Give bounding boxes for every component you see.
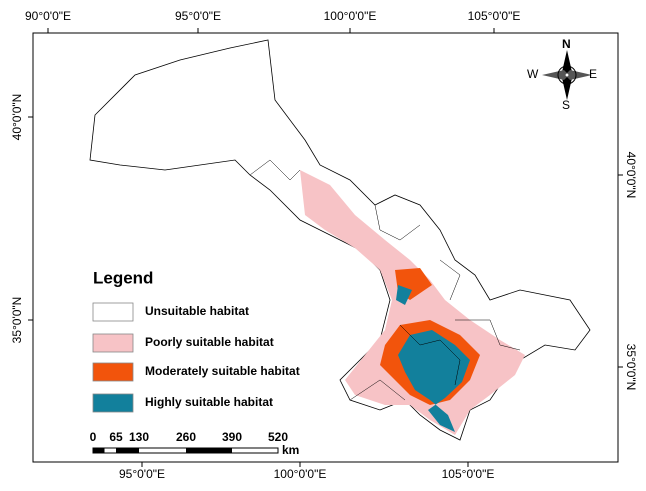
scale-label: 520 [268, 430, 288, 444]
frame-ticks [28, 28, 623, 467]
top-label: 95°0'0"E [175, 9, 221, 23]
legend-title: Legend [93, 268, 153, 287]
bottom-label: 105°0'0"E [442, 467, 495, 481]
bottom-label: 95°0'0"E [119, 467, 165, 481]
right-label: 35°0'0"N [624, 344, 638, 391]
top-label: 90°0'0"E [25, 9, 71, 23]
compass [542, 50, 592, 100]
top-label: 105°0'0"E [468, 9, 521, 23]
compass-s: S [562, 98, 570, 112]
left-label: 40°0'0"N [10, 94, 24, 141]
right-label: 40°0'0"N [624, 152, 638, 199]
compass-w: W [527, 67, 539, 81]
scale-label: 260 [176, 430, 196, 444]
compass-e: E [589, 67, 597, 81]
district-borders [249, 159, 521, 401]
top-label: 100°0'0"E [324, 9, 377, 23]
legend-label: Moderately suitable habitat [145, 364, 300, 378]
scale-label: 390 [222, 430, 242, 444]
scale-label: 0 [90, 430, 97, 444]
map-frame [32, 32, 619, 463]
bottom-label: 100°0'0"E [274, 467, 327, 481]
high-habitat [396, 285, 470, 432]
scale-label: 130 [129, 430, 149, 444]
legend-swatch [92, 362, 134, 382]
legend-swatch [92, 302, 134, 322]
scale-labels: 0 65 130 260 390 520 [90, 430, 289, 444]
scale-bar [92, 447, 279, 454]
scale-label: 65 [109, 430, 123, 444]
scale-unit: km [282, 443, 299, 457]
legend: Unsuitable habitat Poorly suitable habita… [92, 302, 300, 413]
legend-swatch [92, 333, 134, 353]
legend-label: Poorly suitable habitat [145, 335, 274, 349]
legend-label: Unsuitable habitat [145, 304, 249, 318]
compass-n: N [562, 37, 571, 51]
left-label: 35°0'0"N [10, 297, 24, 344]
legend-label: Highly suitable habitat [145, 395, 273, 409]
legend-swatch [92, 393, 134, 413]
